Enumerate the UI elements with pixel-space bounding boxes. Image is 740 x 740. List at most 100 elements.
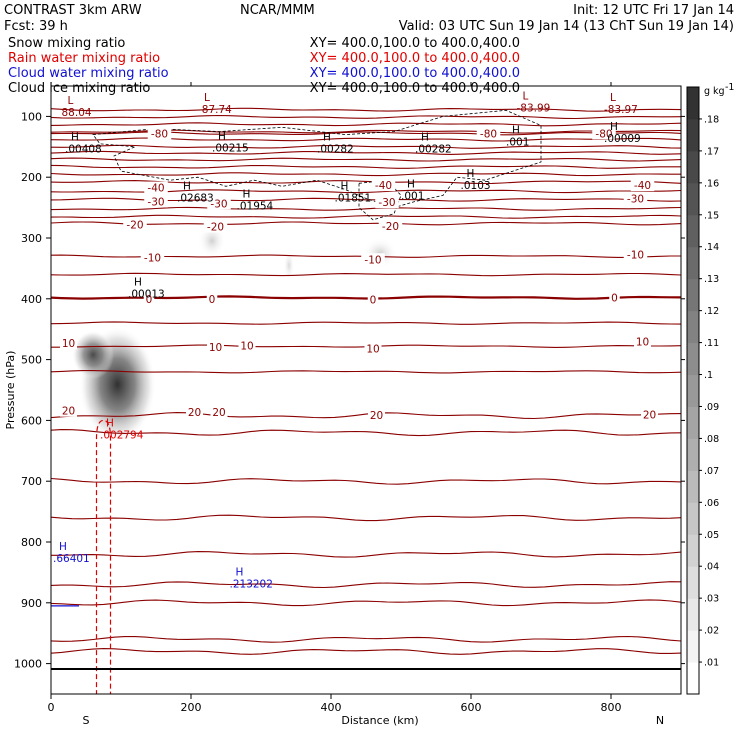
temperature-contour-line xyxy=(51,295,681,300)
temperature-contour-line xyxy=(51,648,681,655)
init-time: Init: 12 UTC Fri 17 Jan 14 xyxy=(573,3,734,18)
temperature-contour-line xyxy=(51,150,681,155)
temperature-label: 10 xyxy=(209,342,222,354)
colorbar-label: .11 xyxy=(704,338,719,349)
y-tick-label: 200 xyxy=(21,171,42,184)
temperature-label-bg xyxy=(623,248,648,261)
temperature-label-bg xyxy=(203,220,228,233)
extremum-marker: L xyxy=(204,92,210,104)
temperature-contour-line xyxy=(51,172,681,177)
temperature-label: 0 xyxy=(146,294,153,306)
snow-shade-blob xyxy=(283,250,295,281)
colorbar-segment xyxy=(687,662,699,695)
model-title: CONTRAST 3km ARW xyxy=(4,3,142,18)
temperature-label-bg xyxy=(140,251,165,264)
colorbar-unit: g kg -1 xyxy=(704,82,734,97)
temperature-label: -40 xyxy=(147,183,164,195)
x-tick-label: 0 xyxy=(48,701,55,714)
temperature-label: 20 xyxy=(643,409,656,421)
temperature-label: -20 xyxy=(382,221,399,233)
temperature-contour-line xyxy=(51,370,681,374)
forecast-hour: Fcst: 39 h xyxy=(4,19,68,34)
y-tick-label: 1000 xyxy=(14,658,42,671)
temperature-contour-line xyxy=(51,164,681,169)
temperature-label-bg xyxy=(186,405,203,418)
temperature-labels: -80 -80 -80-40 -40 -40-30 -30 -30 -30-20 -20 -20-… xyxy=(60,127,658,422)
colorbar-segment xyxy=(687,598,699,631)
colorbar-segment xyxy=(687,566,699,599)
y-tick-label: 900 xyxy=(21,597,42,610)
temperature-contour-line xyxy=(51,599,681,607)
header: CONTRAST 3km ARW NCAR/MMM Init: 12 UTC F… xyxy=(4,3,734,96)
snow-shading-layer xyxy=(72,223,398,443)
colorbar-segment xyxy=(687,87,699,120)
y-tick-label: 100 xyxy=(21,110,42,123)
temperature-label: 0 xyxy=(611,293,618,305)
temperature-label: -30 xyxy=(627,193,644,205)
colorbar-segment xyxy=(687,438,699,471)
colorbar-segment xyxy=(687,534,699,567)
field-rain-xy: XY= 400.0,100.0 to 400.0,400.0 xyxy=(310,51,520,66)
extremum-value: .00215 xyxy=(212,143,249,155)
extremum-value: .01851 xyxy=(335,192,372,204)
temperature-label: -40 xyxy=(634,180,651,192)
temperature-label: -30 xyxy=(147,197,164,209)
colorbar-segment xyxy=(687,214,699,248)
field-rain-name: Rain water mixing ratio xyxy=(8,51,160,66)
colorbar-label: .16 xyxy=(704,178,719,189)
colorbar-label: .07 xyxy=(704,466,719,477)
extremum-value: .00408 xyxy=(65,144,102,156)
temperature-label-bg xyxy=(210,405,228,418)
temperature-contour-line xyxy=(51,477,681,485)
colorbar-label: .06 xyxy=(704,498,719,509)
temperature-contour-line xyxy=(51,429,681,437)
extremum-marker: H xyxy=(243,188,251,200)
x-tick-label: 400 xyxy=(321,701,342,714)
temperature-label-bg xyxy=(609,291,620,304)
extremum-value: .00009 xyxy=(604,133,641,145)
temperature-label: 10 xyxy=(636,336,649,348)
temperature-label: -30 xyxy=(210,198,227,210)
extremum-value: -87.74 xyxy=(198,104,232,116)
extremum-marker: H xyxy=(106,417,114,429)
colorbar-segment xyxy=(687,310,699,344)
temperature-label-bg xyxy=(630,179,655,192)
temperature-label-bg xyxy=(375,196,399,209)
x-tick-label: 600 xyxy=(461,701,482,714)
temperature-label-bg xyxy=(60,404,77,417)
extremum-value: 88.04 xyxy=(62,107,92,119)
y-tick-label: 600 xyxy=(21,414,42,427)
colorbar-segment xyxy=(687,118,699,152)
axes: 0 200 400 600 800100200300400500600700800900… xyxy=(14,82,685,714)
temperature-label-bg xyxy=(634,335,651,348)
temperature-label: 20 xyxy=(370,410,383,422)
temperature-label-bg xyxy=(206,292,218,305)
extremum-marker: H xyxy=(183,180,191,192)
temperature-contour-line xyxy=(51,206,681,211)
temperature-contour-line xyxy=(51,221,681,226)
colorbar-frame xyxy=(686,86,700,695)
y-axis-label: Pressure (hPa) xyxy=(4,351,17,430)
temperature-contour-line xyxy=(51,581,681,589)
x-right-end-label: N xyxy=(656,714,664,727)
field-snow-name: Snow mixing ratio xyxy=(8,36,125,51)
temperature-contour-line xyxy=(51,635,681,643)
extremum-marker: H xyxy=(341,180,349,192)
rain-contours xyxy=(95,419,112,694)
colorbar-label: .12 xyxy=(704,306,719,317)
colorbar-label: .14 xyxy=(704,242,719,253)
temperature-contour-line xyxy=(51,137,681,142)
extremum-value: -83.97 xyxy=(604,104,638,116)
extremum-marker: H xyxy=(323,132,331,144)
temperature-label-bg xyxy=(476,127,501,140)
temperature-label: 0 xyxy=(209,294,216,306)
extremum-value: .213202 xyxy=(230,578,273,590)
temperature-label: -80 xyxy=(151,128,168,140)
temperature-contour-line xyxy=(51,321,681,325)
x-tick-label: 800 xyxy=(601,701,622,714)
rain-contour xyxy=(95,419,112,694)
colorbar-segment xyxy=(687,374,699,407)
temperature-label: -10 xyxy=(144,252,161,264)
x-left-end-label: S xyxy=(83,714,90,727)
temperature-contour-line xyxy=(51,214,681,219)
